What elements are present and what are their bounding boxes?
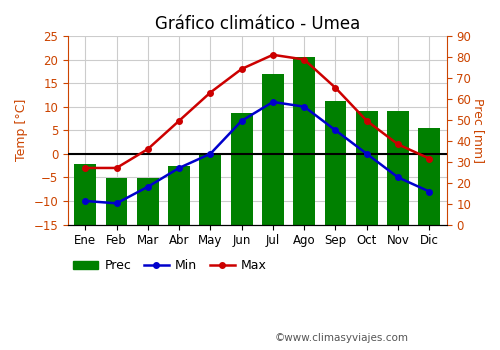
Legend: Prec, Min, Max: Prec, Min, Max: [68, 254, 272, 277]
Bar: [168, 166, 190, 225]
Bar: [324, 101, 346, 225]
Bar: [230, 113, 252, 225]
Bar: [200, 153, 222, 225]
Y-axis label: Temp [°C]: Temp [°C]: [15, 99, 28, 161]
Bar: [387, 111, 409, 225]
Bar: [262, 74, 284, 225]
Text: ©www.climasyviajes.com: ©www.climasyviajes.com: [275, 333, 409, 343]
Bar: [74, 164, 96, 225]
Bar: [356, 111, 378, 225]
Bar: [418, 128, 440, 225]
Bar: [293, 57, 315, 225]
Bar: [137, 178, 158, 225]
Y-axis label: Prec [mm]: Prec [mm]: [472, 98, 485, 163]
Title: Gráfico climático - Umea: Gráfico climático - Umea: [154, 15, 360, 33]
Bar: [106, 178, 128, 225]
